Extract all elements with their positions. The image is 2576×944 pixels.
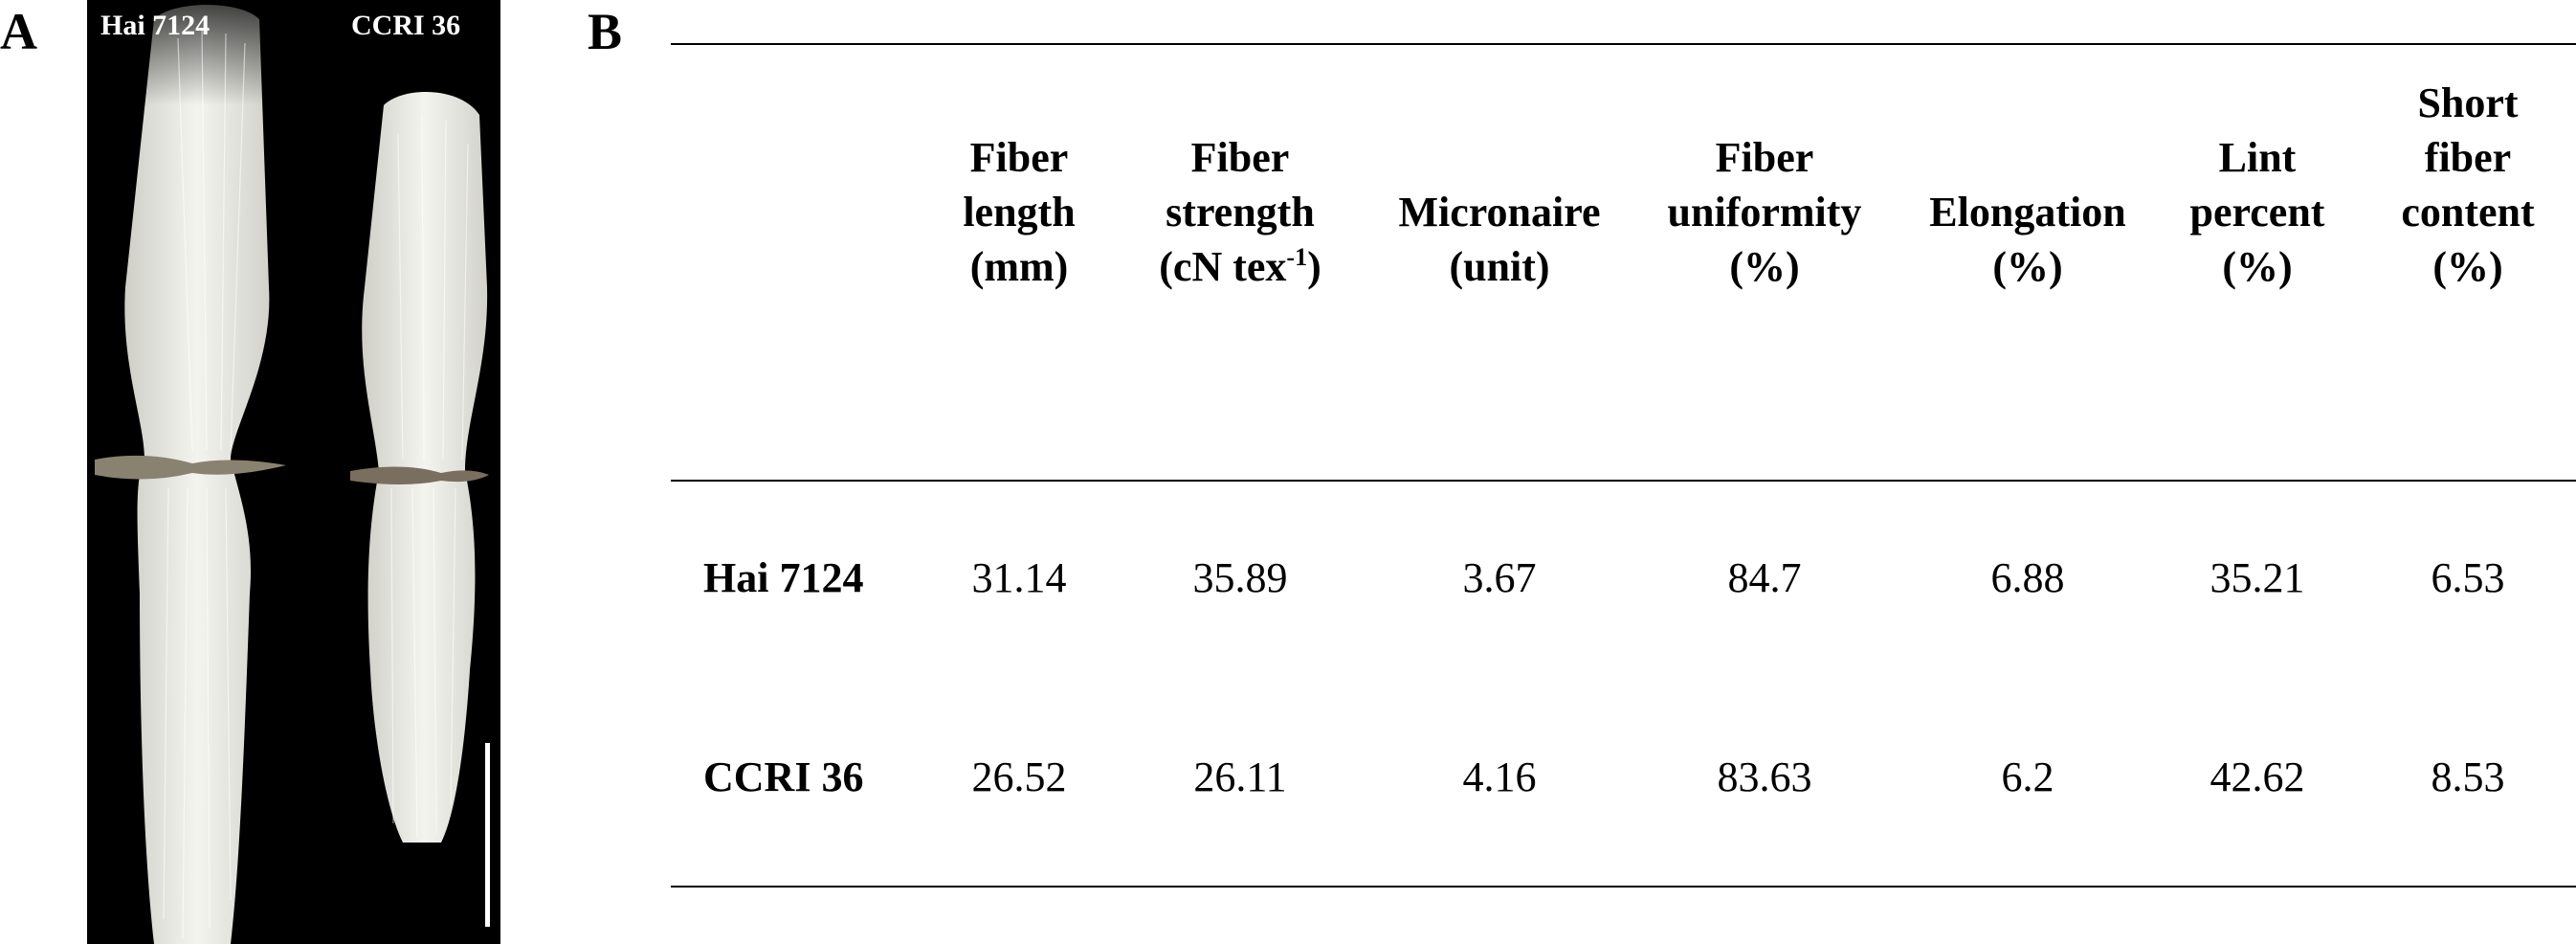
scale-bar bbox=[485, 743, 490, 927]
column-header-lint-percent: Lint percent (%) bbox=[2189, 134, 2325, 290]
table-cell: 84.7 bbox=[1727, 554, 1802, 601]
sample-label-ccri-36: CCRI 36 bbox=[351, 10, 461, 41]
cotton-fiber-photo: Hai 7124 CCRI 36 bbox=[87, 0, 500, 944]
table-cell: 83.63 bbox=[1717, 753, 1812, 800]
table-cell: 4.16 bbox=[1462, 753, 1537, 800]
table-cell: 3.67 bbox=[1462, 554, 1537, 601]
table-top-rule bbox=[671, 43, 2576, 45]
table-cell: 26.52 bbox=[971, 753, 1067, 800]
table-cell: 26.11 bbox=[1193, 753, 1287, 800]
column-header-fiber-uniformity: Fiber uniformity (%) bbox=[1667, 134, 1862, 290]
hai-7124-fiber-bundle bbox=[124, 5, 270, 944]
column-header-micronaire: Micronaire (unit) bbox=[1398, 189, 1601, 290]
column-header-short-fiber-content: Short fiber content (%) bbox=[2401, 79, 2535, 290]
table-cell: 35.89 bbox=[1192, 554, 1288, 601]
ccri-36-tie bbox=[350, 466, 489, 484]
table-cell: 6.53 bbox=[2431, 554, 2505, 601]
row-label-ccri-36: CCRI 36 bbox=[703, 753, 864, 800]
table-bottom-rule bbox=[671, 886, 2576, 888]
cotton-fiber-illustration bbox=[95, 0, 489, 944]
table-header-rule bbox=[671, 480, 2576, 482]
row-label-hai-7124: Hai 7124 bbox=[703, 554, 864, 601]
hai-7124-tie bbox=[95, 455, 286, 480]
table-cell: 31.14 bbox=[971, 554, 1067, 601]
sample-label-hai-7124: Hai 7124 bbox=[100, 10, 211, 41]
table-cell: 42.62 bbox=[2210, 753, 2305, 800]
table-cell: 35.21 bbox=[2210, 554, 2305, 601]
panel-b-letter: B bbox=[588, 3, 623, 60]
column-header-fiber-length: Fiber length (mm) bbox=[963, 134, 1076, 290]
panel-a-letter: A bbox=[0, 3, 37, 60]
column-header-fiber-strength: Fiber strength (cN tex-1) bbox=[1159, 134, 1321, 290]
table-cell: 6.2 bbox=[2001, 753, 2054, 800]
fiber-quality-table: Fiber length (mm) Fiber strength (cN tex… bbox=[671, 0, 2576, 944]
column-header-elongation: Elongation (%) bbox=[1929, 189, 2126, 290]
table-cell: 8.53 bbox=[2431, 753, 2505, 800]
ccri-36-fiber-bundle bbox=[362, 92, 488, 843]
table-cell: 6.88 bbox=[1990, 554, 2065, 601]
